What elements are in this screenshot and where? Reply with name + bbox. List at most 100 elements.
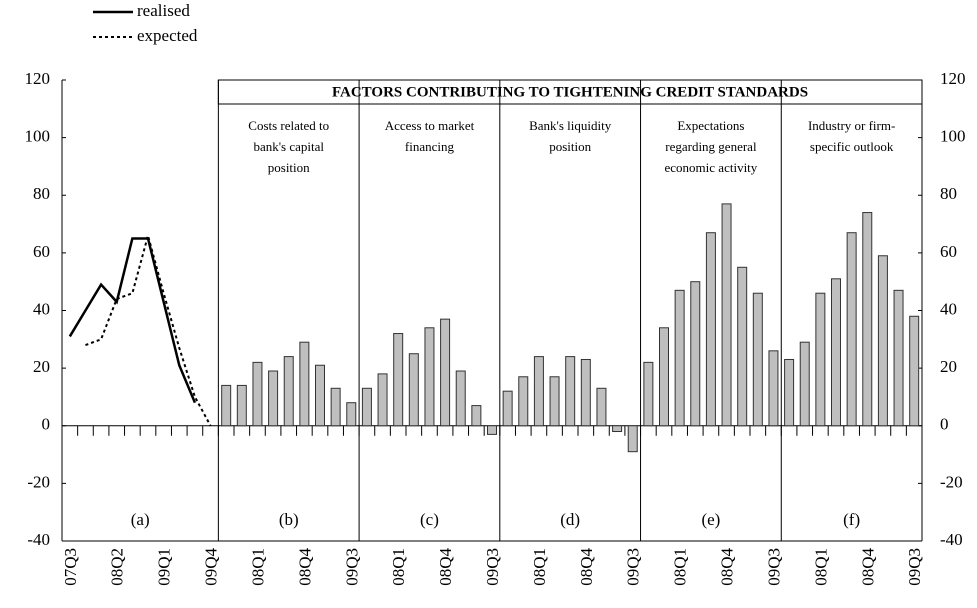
bar: [393, 333, 404, 427]
bar: [549, 376, 560, 427]
x-tick-label: 08Q1: [530, 548, 549, 586]
bar: [909, 315, 920, 427]
panel-title: specific outlook: [810, 139, 894, 154]
bar: [299, 341, 310, 427]
y-tick-label: 100: [25, 127, 51, 146]
y2-tick-label: -40: [940, 530, 963, 549]
y2-tick-label: 60: [940, 242, 957, 261]
bar: [877, 255, 888, 427]
bar: [408, 353, 419, 427]
panel-title: financing: [405, 139, 455, 154]
x-tick-label: 07Q3: [61, 548, 80, 586]
x-tick-label: 08Q1: [811, 548, 830, 586]
bar: [690, 281, 701, 427]
x-tick-label: 09Q3: [342, 548, 361, 586]
bar: [471, 405, 482, 427]
bar: [424, 327, 435, 427]
panel-title: bank's capital: [253, 139, 324, 154]
title-box: [217, 79, 923, 105]
x-tick-label: 09Q3: [483, 548, 502, 586]
x-tick-label: 08Q4: [295, 548, 314, 586]
bar: [784, 358, 795, 427]
x-tick-label: 09Q3: [624, 548, 643, 586]
bar: [565, 356, 576, 427]
series-line: [68, 237, 197, 404]
bar: [330, 387, 341, 427]
bar: [799, 341, 810, 427]
bar: [377, 373, 388, 427]
y-tick-label: -20: [27, 472, 50, 491]
bar: [221, 384, 232, 427]
panel-label: (c): [420, 510, 439, 529]
bar: [268, 370, 279, 427]
y2-tick-label: -20: [940, 472, 963, 491]
panel-title: regarding general: [665, 139, 757, 154]
y-tick-label: 20: [33, 357, 50, 376]
bar: [236, 384, 247, 427]
chart-title: FACTORS CONTRIBUTING TO TIGHTENING CREDI…: [332, 84, 808, 100]
y2-tick-label: 120: [940, 69, 966, 88]
x-tick-label: 08Q4: [577, 548, 596, 586]
bar: [862, 212, 873, 427]
bar: [721, 203, 732, 427]
panel-label: (a): [131, 510, 150, 529]
panel-title: Bank's liquidity: [529, 118, 612, 133]
y2-tick-label: 20: [940, 357, 957, 376]
bar: [487, 425, 497, 435]
x-tick-label: 08Q1: [389, 548, 408, 586]
bar: [440, 318, 451, 427]
x-tick-label: 08Q4: [436, 548, 455, 586]
y2-tick-label: 40: [940, 299, 957, 318]
panel-title: position: [549, 139, 591, 154]
panel-title: position: [268, 160, 310, 175]
bar: [361, 387, 372, 427]
y-tick-label: 60: [33, 242, 50, 261]
y-tick-label: 0: [42, 415, 51, 434]
bar: [315, 364, 325, 427]
bar: [533, 356, 544, 427]
panel-title: Expectations: [677, 118, 744, 133]
x-tick-label: 09Q1: [155, 548, 174, 586]
x-tick-label: 09Q3: [905, 548, 924, 586]
bar: [455, 370, 466, 427]
y2-tick-label: 100: [940, 127, 966, 146]
bar: [893, 289, 904, 427]
bar: [659, 327, 669, 427]
legend-label: expected: [137, 26, 198, 45]
bar: [518, 376, 529, 427]
x-tick-label: 08Q2: [108, 548, 127, 586]
bar: [846, 232, 857, 427]
bar: [831, 278, 841, 427]
bar: [815, 292, 826, 427]
x-tick-label: 08Q4: [858, 548, 877, 586]
bar: [705, 232, 716, 427]
bar: [737, 266, 748, 427]
bar: [768, 350, 779, 427]
x-tick-label: 09Q3: [764, 548, 783, 586]
bar: [674, 289, 685, 427]
x-tick-label: 08Q4: [718, 548, 737, 586]
bar: [283, 356, 294, 427]
y-tick-label: 80: [33, 184, 50, 203]
y-tick-label: 40: [33, 299, 50, 318]
bar: [612, 425, 623, 433]
series-line: [85, 231, 212, 427]
panel-title: Costs related to: [248, 118, 329, 133]
y-tick-label: -40: [27, 530, 50, 549]
y2-tick-label: 80: [940, 184, 957, 203]
panel-label: (d): [560, 510, 580, 529]
bar: [752, 292, 763, 427]
bar: [502, 390, 513, 427]
y2-tick-label: 0: [940, 415, 949, 434]
panel-title: economic activity: [665, 160, 758, 175]
panel-label: (f): [843, 510, 860, 529]
panel-title: Access to market: [385, 118, 475, 133]
bar: [252, 361, 263, 427]
x-tick-label: 09Q4: [202, 548, 221, 586]
panel-label: (b): [279, 510, 299, 529]
bar: [643, 361, 654, 427]
bar: [596, 387, 607, 427]
legend-label: realised: [137, 1, 190, 20]
bar: [346, 402, 357, 427]
